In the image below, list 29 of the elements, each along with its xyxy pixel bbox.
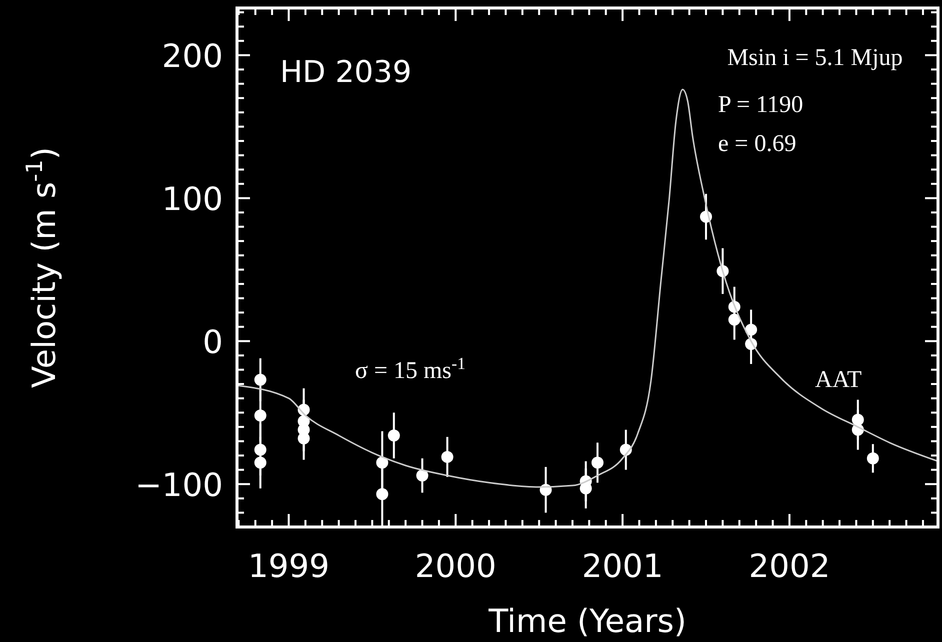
point [441,450,454,463]
annotation: σ = 15 ms$^{-1}$ [355,354,466,384]
point [866,452,879,464]
annotation: P = 1190 [718,92,804,118]
point [388,429,400,442]
x-tick-label: 1999 [248,547,330,585]
x-tick-label: 2000 [414,547,496,585]
point [254,409,266,422]
y-tick-label: 100 [162,180,223,218]
annotation: HD 2039 [280,55,412,90]
point [254,444,266,456]
point [852,414,864,426]
x-axis-title: Time (Years) [488,602,686,640]
annotation: Msin i = 5.1 Mjup [727,45,903,71]
point [376,456,388,469]
y-tick-label: −100 [135,466,223,504]
point [416,470,428,482]
point [592,456,604,469]
point [254,456,266,469]
x-tick-label: 2001 [582,547,664,585]
point [376,488,388,500]
y-tick-label: 200 [162,37,223,76]
annotation: AAT [815,367,862,393]
y-tick-label: 0 [202,323,223,362]
x-tick-label: 2002 [748,547,830,585]
point [745,324,758,336]
point [728,314,740,326]
point [254,374,266,386]
annotation: e = 0.69 [718,131,796,157]
